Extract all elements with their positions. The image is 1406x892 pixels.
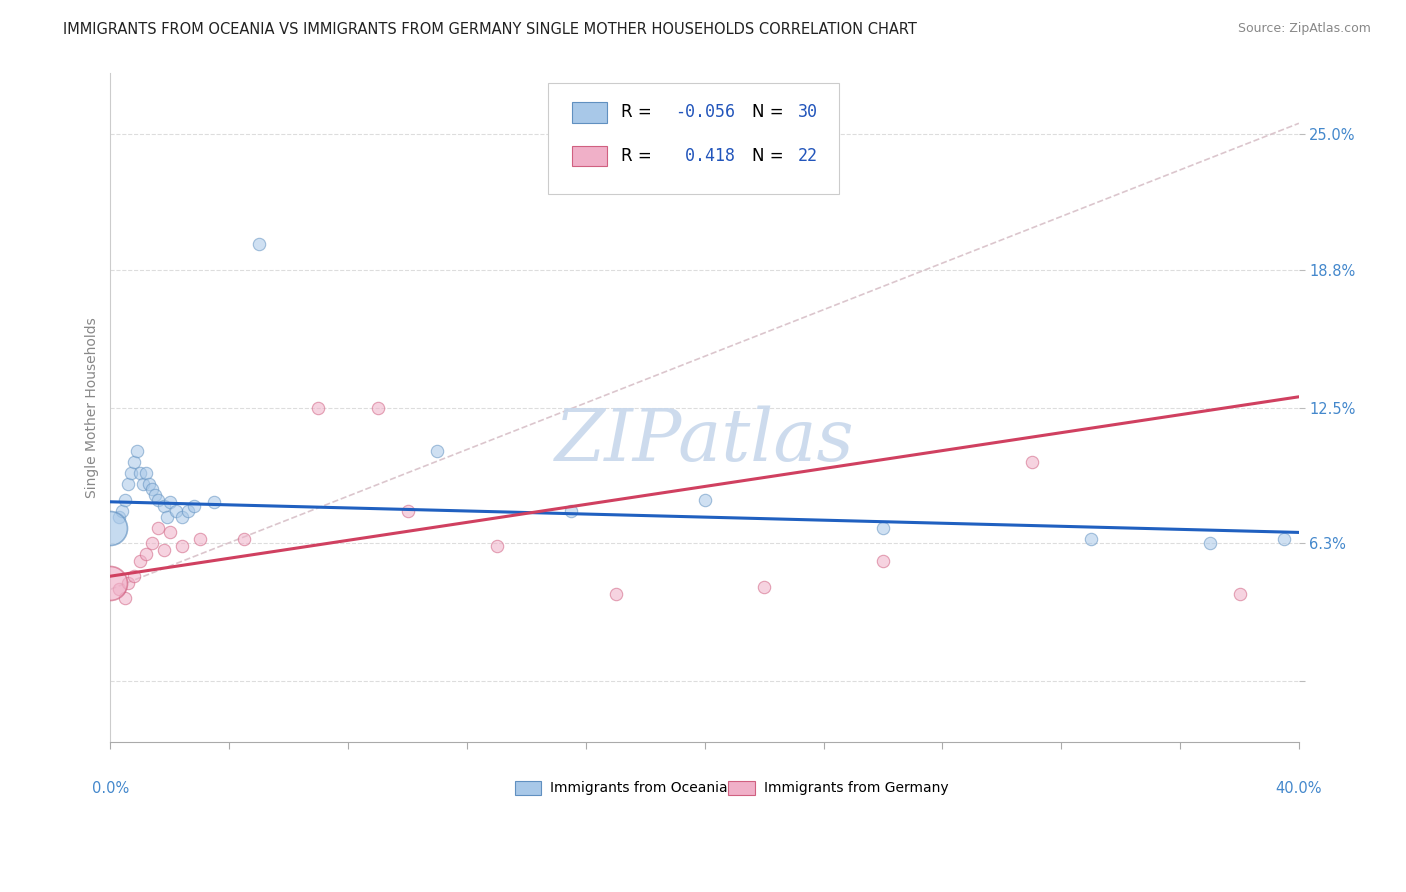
Text: 40.0%: 40.0%: [1275, 781, 1322, 797]
Point: [146, 492, 169, 507]
Point: [1080, 532, 1102, 546]
Point: [114, 591, 136, 605]
Point: [183, 499, 205, 513]
Point: [188, 532, 211, 546]
Point: [100, 575, 122, 590]
Point: [146, 521, 169, 535]
FancyBboxPatch shape: [572, 103, 607, 122]
Point: [485, 539, 508, 553]
Point: [872, 521, 894, 535]
Point: [165, 503, 187, 517]
Point: [176, 503, 198, 517]
Text: R =: R =: [621, 103, 658, 121]
FancyBboxPatch shape: [728, 780, 755, 796]
Text: 0.0%: 0.0%: [91, 781, 129, 797]
Point: [122, 569, 145, 583]
Text: Immigrants from Oceania: Immigrants from Oceania: [550, 781, 728, 795]
Point: [143, 488, 166, 502]
Text: IMMIGRANTS FROM OCEANIA VS IMMIGRANTS FROM GERMANY SINGLE MOTHER HOUSEHOLDS CORR: IMMIGRANTS FROM OCEANIA VS IMMIGRANTS FR…: [63, 22, 917, 37]
Point: [233, 532, 256, 546]
Point: [135, 547, 157, 561]
Point: [752, 580, 775, 594]
Point: [135, 467, 157, 481]
Text: 0.418: 0.418: [675, 147, 735, 165]
Point: [247, 236, 270, 251]
Text: Immigrants from Germany: Immigrants from Germany: [763, 781, 949, 795]
Point: [159, 525, 181, 540]
Point: [1272, 532, 1295, 546]
Point: [693, 492, 716, 507]
Point: [1229, 587, 1251, 601]
Point: [132, 477, 155, 491]
Point: [111, 503, 134, 517]
Point: [117, 477, 139, 491]
Point: [202, 495, 225, 509]
Point: [114, 492, 136, 507]
Point: [1198, 536, 1220, 550]
Text: ZIPatlas: ZIPatlas: [555, 406, 855, 476]
Point: [605, 587, 627, 601]
FancyBboxPatch shape: [548, 83, 839, 194]
Y-axis label: Single Mother Households: Single Mother Households: [86, 318, 100, 498]
Text: N =: N =: [752, 147, 789, 165]
Point: [122, 455, 145, 469]
Point: [396, 503, 419, 517]
Point: [872, 554, 894, 568]
Point: [426, 444, 449, 458]
Point: [141, 482, 163, 496]
Point: [108, 510, 131, 524]
Point: [367, 401, 389, 415]
Point: [153, 499, 176, 513]
Text: N =: N =: [752, 103, 789, 121]
Point: [560, 503, 582, 517]
Point: [117, 575, 139, 590]
FancyBboxPatch shape: [515, 780, 541, 796]
Point: [1021, 455, 1043, 469]
Point: [129, 554, 152, 568]
Text: 30: 30: [797, 103, 817, 121]
Text: 22: 22: [797, 147, 817, 165]
Point: [159, 495, 181, 509]
Text: R =: R =: [621, 147, 658, 165]
Point: [108, 582, 131, 597]
Point: [170, 510, 193, 524]
Point: [127, 444, 149, 458]
Text: -0.056: -0.056: [675, 103, 735, 121]
Point: [307, 401, 329, 415]
Text: Source: ZipAtlas.com: Source: ZipAtlas.com: [1237, 22, 1371, 36]
Point: [141, 536, 163, 550]
Point: [129, 467, 152, 481]
Point: [156, 510, 179, 524]
Point: [138, 477, 160, 491]
Point: [170, 539, 193, 553]
Point: [100, 521, 122, 535]
Point: [153, 543, 176, 558]
FancyBboxPatch shape: [572, 146, 607, 166]
Point: [120, 467, 142, 481]
